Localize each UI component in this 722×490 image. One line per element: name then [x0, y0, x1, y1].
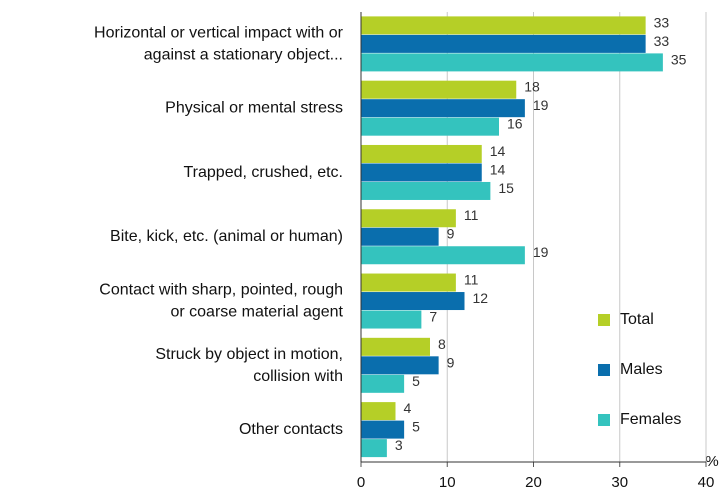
category-label: Struck by object in motion,	[155, 346, 343, 363]
value-label: 9	[447, 354, 455, 370]
value-label: 5	[412, 373, 420, 389]
value-label: 33	[654, 33, 670, 49]
legend-swatch	[598, 314, 610, 326]
bar	[361, 337, 430, 356]
x-tick-label: 20	[525, 474, 542, 490]
x-tick-label: 10	[439, 474, 456, 490]
bar	[361, 310, 422, 329]
value-label: 15	[498, 180, 514, 196]
value-label: 11	[464, 271, 479, 287]
legend-label: Total	[620, 311, 654, 328]
value-label: 11	[464, 207, 479, 223]
legend-swatch	[598, 414, 610, 426]
value-label: 9	[447, 226, 455, 242]
x-axis-label: %	[705, 453, 718, 470]
bar	[361, 209, 456, 228]
category-label: or coarse material agent	[170, 304, 343, 321]
bar	[361, 181, 491, 200]
bar	[361, 402, 396, 421]
category-label: against a stationary object...	[144, 46, 343, 63]
value-label: 19	[533, 244, 549, 260]
category-label: Trapped, crushed, etc.	[184, 164, 344, 181]
value-label: 33	[654, 14, 670, 30]
bar	[361, 227, 439, 246]
value-label: 18	[524, 79, 540, 95]
bar	[361, 273, 456, 292]
bar	[361, 292, 465, 311]
value-label: 14	[490, 161, 506, 177]
value-label: 35	[671, 51, 687, 67]
value-label: 19	[533, 97, 549, 113]
category-label: Horizontal or vertical impact with or	[94, 24, 344, 41]
value-label: 5	[412, 419, 420, 435]
value-label: 16	[507, 116, 523, 132]
bar	[361, 144, 482, 163]
bar	[361, 34, 646, 53]
bar	[361, 246, 525, 265]
legend-label: Males	[620, 361, 663, 378]
bar	[361, 439, 387, 458]
legend-label: Females	[620, 411, 681, 428]
x-tick-label: 0	[357, 474, 365, 490]
value-label: 8	[438, 336, 446, 352]
bar	[361, 374, 405, 393]
value-label: 7	[429, 308, 437, 324]
x-tick-label: 40	[698, 474, 715, 490]
bar	[361, 356, 439, 375]
legend-swatch	[598, 364, 610, 376]
category-label: Bite, kick, etc. (animal or human)	[110, 228, 343, 245]
value-label: 12	[473, 290, 489, 306]
value-label: 3	[395, 437, 403, 453]
bar	[361, 80, 517, 99]
bar	[361, 117, 499, 136]
category-label: Other contacts	[239, 421, 343, 438]
bar	[361, 163, 482, 182]
bar	[361, 16, 646, 35]
value-label: 4	[404, 400, 412, 416]
bar	[361, 99, 525, 118]
x-tick-label: 30	[611, 474, 628, 490]
category-label: collision with	[253, 368, 343, 385]
value-label: 14	[490, 143, 506, 159]
category-label: Physical or mental stress	[165, 100, 343, 117]
bar	[361, 53, 663, 72]
bar	[361, 420, 405, 439]
category-label: Contact with sharp, pointed, rough	[99, 282, 343, 299]
